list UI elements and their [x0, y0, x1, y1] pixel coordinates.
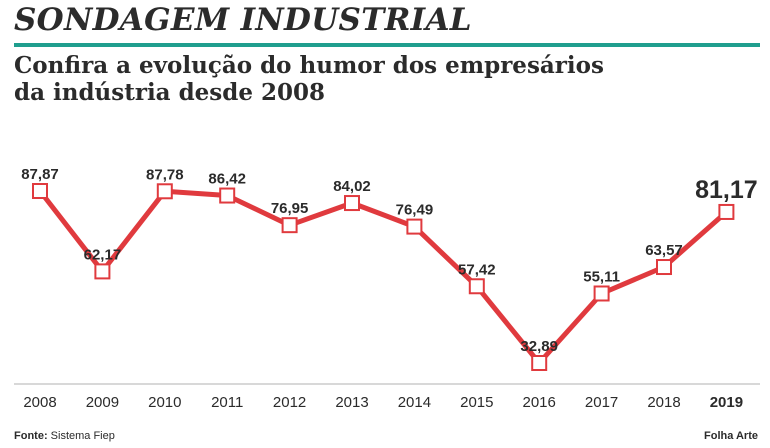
- series-line: [38, 188, 729, 366]
- x-tick-label-2017: 2017: [585, 394, 618, 411]
- data-point-2016: [531, 355, 548, 371]
- data-point-2018: [656, 259, 672, 276]
- data-label-2019: 81,17: [695, 176, 758, 204]
- x-tick-label-2014: 2014: [398, 394, 431, 411]
- credit-note: Folha Arte: [704, 430, 758, 442]
- data-label-2014: 76,49: [396, 202, 434, 219]
- data-label-2016: 32,89: [520, 338, 558, 355]
- subtitle-line-1: Confira a evolução do humor dos empresár…: [14, 52, 604, 79]
- data-point-2009: [94, 263, 111, 280]
- x-tick-label-2013: 2013: [335, 394, 368, 411]
- subtitle-line-2: da indústria desde 2008: [14, 79, 325, 106]
- x-tick-label-2011: 2011: [211, 394, 243, 411]
- data-label-2011: 86,42: [208, 171, 246, 188]
- data-label-2012: 76,95: [271, 200, 309, 217]
- x-tick-label-2018: 2018: [647, 394, 680, 411]
- data-label-2018: 63,57: [645, 242, 683, 259]
- chart-subtitle: Confira a evolução do humor dos empresár…: [14, 52, 714, 106]
- data-point-2013: [344, 195, 360, 212]
- source-label: Fonte:: [14, 430, 48, 442]
- data-point-2008: [32, 183, 48, 199]
- data-point-2011: [219, 187, 236, 204]
- x-tick-label-2012: 2012: [273, 394, 306, 411]
- x-tick-label-2009: 2009: [86, 394, 119, 411]
- data-label-2013: 84,02: [333, 178, 371, 195]
- source-text: Sistema Fiep: [50, 430, 115, 442]
- data-label-2010: 87,78: [146, 166, 184, 183]
- data-point-2010: [156, 183, 173, 200]
- x-tick-label-2015: 2015: [460, 394, 493, 411]
- page-title: SONDAGEM INDUSTRIAL: [14, 2, 472, 38]
- data-point-2017: [593, 285, 610, 302]
- x-tick-label-2019: 2019: [710, 394, 743, 411]
- data-label-2008: 87,87: [21, 166, 59, 183]
- title-rule: [14, 43, 760, 47]
- source-note: Fonte: Sistema Fiep: [14, 430, 115, 442]
- data-label-2009: 62,17: [84, 246, 122, 263]
- data-point-2019: [718, 203, 735, 220]
- data-label-2017: 55,11: [583, 268, 620, 285]
- x-tick-label-2010: 2010: [148, 394, 181, 411]
- x-tick-label-2008: 2008: [23, 394, 56, 411]
- data-point-2015: [468, 278, 485, 295]
- data-point-2012: [281, 217, 298, 234]
- data-point-2014: [406, 218, 423, 235]
- x-tick-label-2016: 2016: [523, 394, 556, 411]
- data-label-2015: 57,42: [458, 261, 496, 278]
